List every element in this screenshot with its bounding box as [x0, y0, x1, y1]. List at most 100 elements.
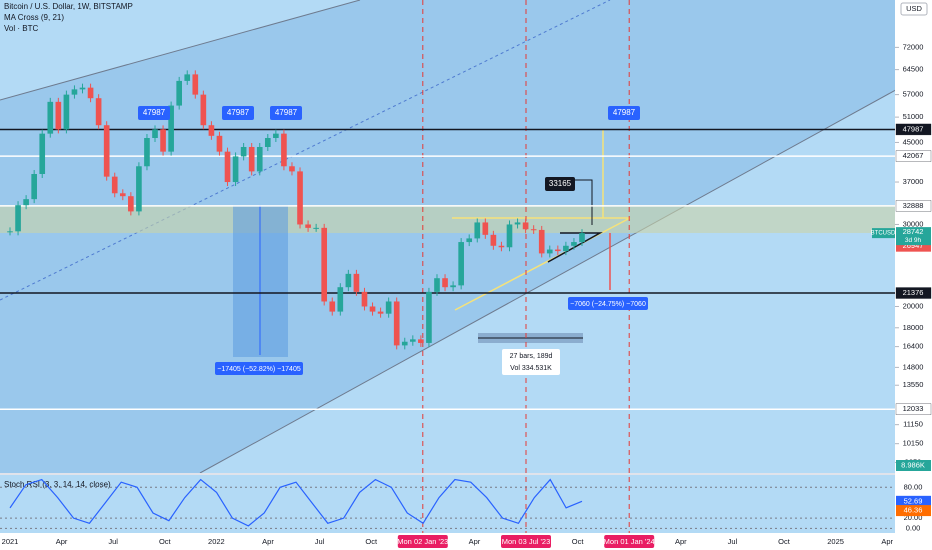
candle-body — [514, 222, 521, 225]
candle-body — [563, 245, 569, 252]
candle-body — [47, 101, 54, 134]
candle-body — [273, 133, 279, 138]
price-label: 28742 — [903, 227, 924, 236]
candle-body — [136, 166, 142, 212]
candle-body — [571, 242, 577, 246]
x-tick-label: Mon 01 Jan '24 — [604, 537, 655, 546]
k-label: 52.69 — [904, 496, 923, 505]
currency-button[interactable] — [900, 2, 928, 16]
candle-body — [538, 229, 545, 254]
candle-body — [63, 94, 70, 130]
triangle — [547, 232, 603, 263]
x-tick-label: Jul — [728, 537, 738, 546]
candle-body — [321, 227, 328, 302]
y-tick-label: 45000 — [903, 137, 924, 146]
x-tick-label: Apr — [881, 537, 893, 546]
d-tag — [896, 505, 931, 517]
candle-body — [506, 224, 513, 248]
candle-body — [579, 233, 585, 243]
y-tick-label: 20.00 — [904, 513, 923, 522]
y-tick-label: 16400 — [903, 342, 924, 351]
candle-body — [95, 98, 102, 126]
candle-body — [450, 285, 456, 288]
candle-body — [224, 151, 231, 183]
pane-divider — [0, 473, 895, 475]
candle-body — [208, 125, 215, 136]
callout-box — [568, 297, 648, 310]
candle-body — [474, 222, 481, 239]
candle-body — [385, 301, 392, 314]
price-axis — [895, 0, 932, 550]
candle-body — [184, 74, 191, 81]
price-tag — [872, 228, 895, 239]
x-tick-highlight — [604, 535, 655, 548]
callout: −17405 (−52.82%) −17405 — [217, 366, 301, 373]
k-tag — [896, 495, 931, 507]
callout: 33165 — [549, 179, 572, 188]
level-label: 42067 — [903, 151, 924, 160]
price-symbol: BTCUSD — [871, 231, 896, 237]
ma-tag — [896, 240, 931, 252]
candle-body — [103, 125, 110, 177]
candle-body — [55, 101, 62, 130]
candle-body — [71, 89, 78, 95]
candle-body — [418, 339, 424, 343]
candle-body — [297, 171, 303, 225]
candle-body — [546, 249, 553, 254]
x-tick-label: Apr — [56, 537, 68, 546]
candle-body — [498, 245, 505, 248]
callout-box — [222, 106, 254, 120]
candle-body — [256, 146, 263, 172]
x-tick-label: Oct — [572, 537, 585, 546]
x-tick-highlight — [501, 535, 551, 548]
level-tag — [895, 123, 932, 136]
level-label: 32888 — [903, 201, 924, 210]
candle-body — [264, 137, 271, 147]
callout-box — [270, 106, 302, 120]
candle-body — [337, 287, 344, 312]
ma-tag-label: 26947 — [903, 241, 924, 250]
x-tick-label: Jul — [108, 537, 118, 546]
y-tick-label: 18000 — [903, 323, 924, 332]
candle-body — [442, 278, 448, 288]
candle-body — [152, 129, 158, 138]
y-tick-label: 51000 — [903, 112, 924, 121]
x-tick-label: Oct — [159, 537, 172, 546]
y-tick-label: 30000 — [903, 219, 924, 228]
channel-top — [0, 0, 361, 101]
candle-body — [490, 234, 497, 246]
candle-body — [240, 146, 247, 157]
candle-body — [345, 273, 352, 288]
candle-body — [369, 306, 376, 312]
candle-body — [361, 291, 368, 307]
candle-body — [281, 133, 287, 167]
x-tick-label: 2022 — [208, 537, 225, 546]
candle-body — [176, 80, 183, 106]
volume-label: 8.986K — [901, 460, 925, 469]
candle-body — [555, 249, 561, 252]
stoch-k — [9, 478, 583, 527]
candle-body — [119, 193, 126, 197]
symbol-title: Bitcoin / U.S. Dollar, 1W, BITSTAMP — [4, 2, 133, 11]
candle-body — [377, 311, 384, 314]
candle-body — [128, 196, 134, 212]
callout-box — [502, 349, 560, 375]
candle-body — [434, 278, 440, 292]
callout: −7060 (−24.75%) −7060 — [570, 301, 646, 308]
time-axis — [0, 533, 932, 550]
candle-body — [289, 166, 295, 172]
callout-box — [215, 362, 303, 375]
callout-box — [138, 106, 170, 120]
d-label: 46.36 — [904, 506, 923, 515]
candle-body — [168, 105, 174, 152]
candle-body — [200, 94, 207, 126]
x-tick-label: Mon 03 Jul '23 — [502, 537, 551, 546]
candle-body — [458, 242, 464, 286]
y-tick-label: 14800 — [903, 362, 924, 371]
y-tick-label: 80.00 — [904, 482, 923, 491]
x-tick-label: Oct — [365, 537, 378, 546]
currency: USD — [906, 4, 922, 13]
candle-body — [111, 176, 118, 194]
candle-body — [329, 301, 336, 312]
callout: Vol 334.531K — [510, 365, 552, 372]
